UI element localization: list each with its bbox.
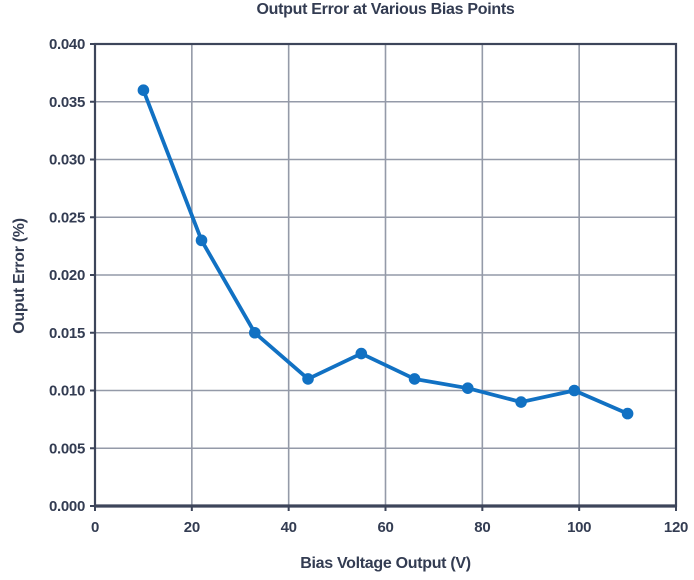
y-tick-label: 0.030 bbox=[49, 152, 85, 169]
data-point-marker bbox=[621, 407, 634, 420]
y-tick-label: 0.040 bbox=[49, 36, 85, 53]
y-tick-label: 0.000 bbox=[49, 498, 85, 515]
y-tick-label: 0.010 bbox=[49, 383, 85, 400]
data-point-marker bbox=[248, 326, 261, 339]
data-point-marker bbox=[568, 384, 581, 397]
y-tick-label: 0.025 bbox=[49, 209, 85, 226]
y-axis-label: Ouput Error (%) bbox=[11, 218, 28, 334]
y-tick-label: 0.035 bbox=[49, 94, 85, 111]
x-tick-label: 80 bbox=[474, 519, 490, 536]
data-point-marker bbox=[195, 234, 208, 247]
data-point-marker bbox=[515, 396, 527, 408]
x-tick-label: 40 bbox=[281, 519, 297, 536]
y-tick-label: 0.020 bbox=[49, 267, 85, 284]
data-point-marker bbox=[302, 373, 314, 385]
data-line bbox=[141, 88, 630, 416]
data-point-marker bbox=[408, 373, 421, 385]
y-tick-label: 0.015 bbox=[49, 325, 85, 342]
data-point-marker bbox=[137, 84, 150, 96]
x-tick-label: 20 bbox=[184, 519, 200, 536]
data-point-marker bbox=[462, 382, 474, 394]
x-tick-label: 120 bbox=[664, 519, 688, 536]
data-point-marker bbox=[355, 347, 368, 360]
x-axis-label: Bias Voltage Output (V) bbox=[300, 555, 471, 572]
x-tick-label: 100 bbox=[567, 519, 591, 536]
x-tick-label: 0 bbox=[91, 519, 99, 536]
x-tick-label: 60 bbox=[377, 519, 393, 536]
chart-title: Output Error at Various Bias Points bbox=[256, 1, 515, 18]
y-tick-label: 0.005 bbox=[49, 440, 85, 457]
